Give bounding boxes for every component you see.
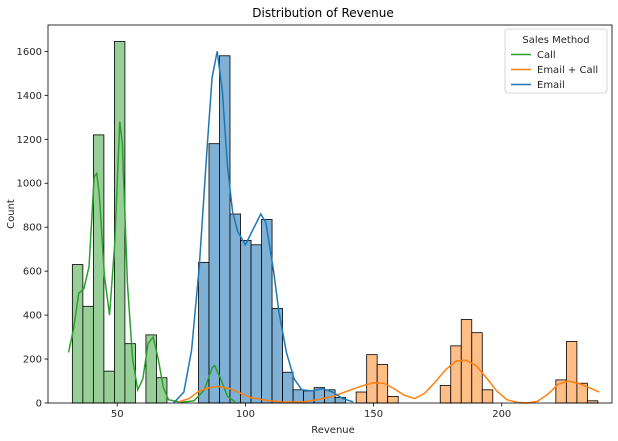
axes: 50 100 150 200 0 200 400 600 800 1000 1200 1400 1600: [17, 24, 613, 420]
bar-email-5: [250, 244, 262, 404]
bar-email-9: [292, 389, 304, 404]
y-tick-label-1200: 1200: [17, 135, 42, 146]
x-tick-label-100: 100: [236, 409, 255, 420]
kde-line-email-call: [178, 359, 600, 404]
legend: Sales Method Call Email + Call Email: [504, 28, 608, 94]
bar-email-3: [229, 213, 241, 404]
x-tick-label-50: 50: [111, 409, 124, 420]
legend-label-email: Email: [537, 80, 565, 91]
bar-email-call-1: [355, 391, 368, 404]
y-tick-label-200: 200: [23, 355, 42, 366]
y-tick-label-1600: 1600: [17, 47, 42, 58]
bars-email: [198, 55, 347, 404]
bar-call-5: [124, 343, 136, 404]
plot-frame: [47, 24, 613, 404]
x-tick-label-150: 150: [364, 409, 383, 420]
y-tick-label-800: 800: [23, 223, 42, 234]
bar-email-call-2: [366, 354, 378, 404]
y-tick-label-400: 400: [23, 311, 42, 322]
kde-curves: [67, 51, 600, 404]
bar-email-4: [240, 239, 252, 404]
bar-email-call-9: [481, 389, 494, 404]
bar-call-1: [82, 305, 94, 404]
bar-call-0: [71, 264, 84, 404]
bar-email-call-4: [387, 396, 399, 404]
kde-line-email: [173, 51, 354, 404]
y-axis-label: Count: [6, 199, 17, 229]
bar-email-1: [208, 143, 220, 404]
bar-email-2: [219, 55, 231, 404]
legend-label-call: Call: [537, 50, 556, 61]
x-tick-label-200: 200: [492, 409, 511, 420]
bar-call-3: [103, 370, 115, 404]
y-tick-label-0: 0: [36, 399, 42, 410]
x-axis-label: Revenue: [311, 425, 355, 436]
y-tick-label-600: 600: [23, 267, 42, 278]
legend-label-email-call: Email + Call: [537, 65, 598, 76]
chart-title: Distribution of Revenue: [252, 6, 393, 20]
bar-email-8: [282, 371, 294, 404]
kde-line-call: [67, 121, 236, 404]
legend-box: [504, 28, 608, 94]
bar-email-call-6: [450, 345, 462, 404]
y-tick-label-1400: 1400: [17, 91, 42, 102]
legend-title: Sales Method: [522, 35, 589, 46]
bar-email-call-5: [439, 385, 452, 404]
bar-email-call-11: [565, 341, 578, 404]
y-tick-label-1000: 1000: [17, 179, 42, 190]
